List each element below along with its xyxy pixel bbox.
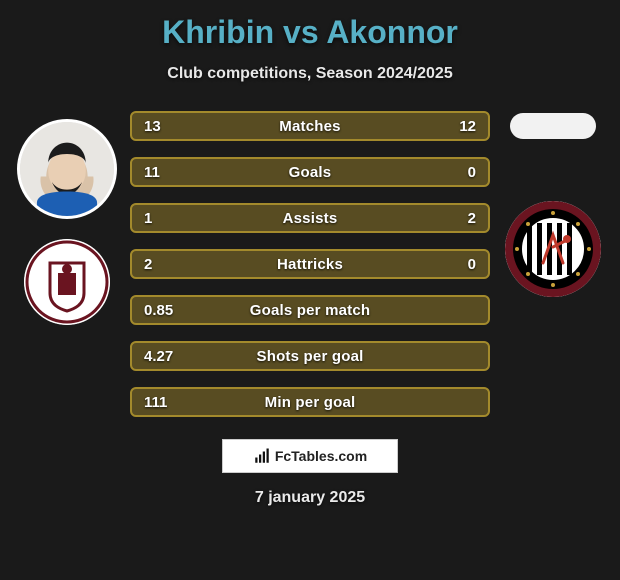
stat-row: 4.27 Shots per goal	[130, 341, 490, 371]
stat-row: 111 Min per goal	[130, 387, 490, 417]
stat-left-value: 111	[144, 394, 167, 411]
left-column	[8, 111, 126, 325]
stat-right-value: 0	[468, 164, 476, 181]
chart-icon	[253, 447, 271, 465]
stat-right-value: 2	[468, 210, 476, 227]
stat-left-value: 0.85	[144, 302, 173, 319]
stat-label: Assists	[132, 210, 488, 227]
brand-badge[interactable]: FcTables.com	[222, 439, 398, 473]
stat-right-value: 0	[468, 256, 476, 273]
content-row: 13 Matches 12 11 Goals 0 1 Assists 2 2 H…	[8, 111, 612, 417]
right-column	[494, 111, 612, 297]
stat-row: 2 Hattricks 0	[130, 249, 490, 279]
stats-list: 13 Matches 12 11 Goals 0 1 Assists 2 2 H…	[126, 111, 494, 417]
player-left-portrait-icon	[20, 122, 114, 216]
stat-left-value: 4.27	[144, 348, 173, 365]
club-left-crest-icon	[24, 239, 110, 325]
comparison-card: Khribin vs Akonnor Club competitions, Se…	[0, 0, 620, 580]
club-left-badge	[24, 239, 110, 325]
subtitle: Club competitions, Season 2024/2025	[167, 65, 452, 83]
club-right-crest-icon	[505, 201, 601, 297]
stat-row: 13 Matches 12	[130, 111, 490, 141]
stat-label: Matches	[132, 118, 488, 135]
player-left-avatar	[17, 119, 117, 219]
stat-label: Hattricks	[132, 256, 488, 273]
stat-left-value: 11	[144, 164, 160, 181]
stat-label: Goals per match	[132, 302, 488, 319]
stat-row: 1 Assists 2	[130, 203, 490, 233]
stat-label: Goals	[132, 164, 488, 181]
date-label: 7 january 2025	[255, 489, 365, 507]
stat-label: Shots per goal	[132, 348, 488, 365]
stat-row: 11 Goals 0	[130, 157, 490, 187]
brand-text: FcTables.com	[275, 448, 367, 464]
club-right-badge	[505, 201, 601, 297]
stat-left-value: 13	[144, 118, 161, 135]
stat-left-value: 2	[144, 256, 152, 273]
stat-row: 0.85 Goals per match	[130, 295, 490, 325]
stat-label: Min per goal	[132, 394, 488, 411]
player-right-avatar-placeholder	[510, 113, 596, 139]
page-title: Khribin vs Akonnor	[162, 14, 458, 51]
stat-left-value: 1	[144, 210, 152, 227]
stat-right-value: 12	[459, 118, 476, 135]
